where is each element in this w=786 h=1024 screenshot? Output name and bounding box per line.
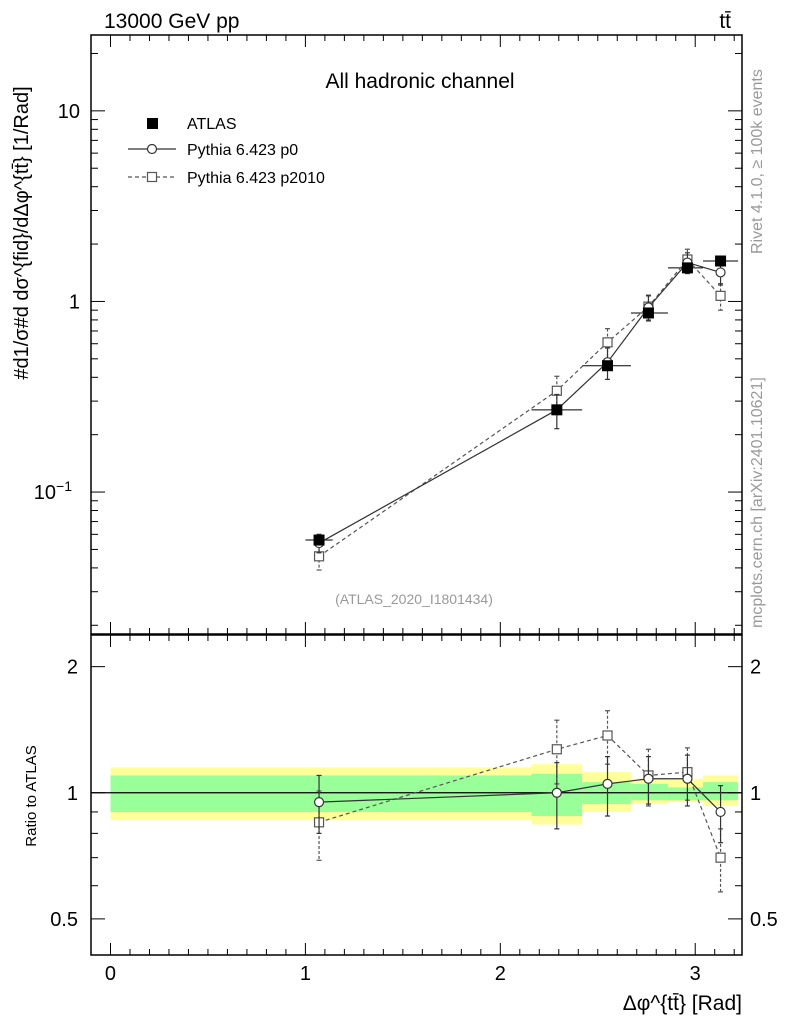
atlas-point bbox=[551, 404, 563, 416]
ratio-y-axis-label: Ratio to ATLAS bbox=[23, 745, 40, 846]
main-plot-frame bbox=[90, 34, 743, 635]
ratio-plot-frame bbox=[90, 634, 743, 956]
ratio-x-tick-label: 0 bbox=[105, 963, 116, 985]
legend-marker-atlas bbox=[147, 118, 158, 129]
legend-marker-p0 bbox=[146, 143, 158, 155]
mcplots-label: mcplots.cern.ch [arXiv:2401.10621] bbox=[749, 377, 766, 628]
ratio-p0-point bbox=[602, 778, 613, 789]
ratio-y-tick-label-right: 0.5 bbox=[750, 909, 778, 931]
ratio-plot-panel: 0 1 2 3 0.5 0.5 1 1 2 2 Ratio to ATLAS Δφ^{tt̄} [… bbox=[23, 634, 778, 1015]
ratio-y-tick-label: 1 bbox=[67, 783, 78, 805]
main-y-axis-label: #d1/σ#d dσ^{fid}/dΔφ^{tt̄} [1/Rad] bbox=[11, 86, 33, 379]
ratio-p0-point bbox=[643, 773, 654, 784]
main-y-tick-label: 1 bbox=[69, 291, 80, 313]
main-plot-panel: 10−1 1 10 All hadronic channel (ATLAS_2020… bbox=[11, 34, 743, 635]
analysis-tag: (ATLAS_2020_I1801434) bbox=[335, 591, 493, 607]
ratio-uncertainty-inner bbox=[667, 787, 704, 801]
ratio-p2010-point bbox=[602, 730, 613, 741]
main-y-tick-label: 10−1 bbox=[34, 478, 72, 504]
ratio-p2010-point bbox=[551, 744, 562, 755]
legend-label-p2010: Pythia 6.423 p2010 bbox=[187, 170, 325, 187]
ratio-y-tick-label-right: 1 bbox=[750, 783, 761, 805]
atlas-point bbox=[602, 360, 614, 372]
main-plot-title: All hadronic channel bbox=[325, 70, 514, 93]
x-axis-label: Δφ^{tt̄} [Rad] bbox=[623, 992, 742, 1015]
p2010-line bbox=[318, 258, 722, 557]
ratio-y-tick-label-right: 2 bbox=[750, 657, 761, 679]
p0-line bbox=[318, 261, 721, 544]
ratio-p0-point bbox=[551, 787, 562, 798]
legend-label-atlas: ATLAS bbox=[187, 116, 237, 133]
ratio-p0-point bbox=[682, 773, 693, 784]
atlas-point bbox=[681, 262, 693, 274]
process-label: tt̄ bbox=[719, 10, 731, 33]
ratio-x-tick-label: 3 bbox=[690, 963, 701, 985]
ratio-uncertainty-inner bbox=[630, 783, 668, 801]
ratio-x-tick-label: 2 bbox=[495, 963, 506, 985]
ratio-y-tick-label: 2 bbox=[67, 657, 78, 679]
legend-marker-p2010 bbox=[146, 171, 158, 183]
ratio-p0-point bbox=[313, 797, 325, 808]
atlas-point bbox=[313, 534, 325, 546]
energy-label: 13000 GeV pp bbox=[104, 10, 239, 33]
p0-point bbox=[715, 267, 726, 278]
ratio-p2010-point bbox=[715, 852, 726, 863]
legend: ATLAS Pythia 6.423 p0 Pythia 6.423 p2010 bbox=[128, 116, 325, 187]
ratio-p0-line bbox=[319, 778, 721, 813]
atlas-point bbox=[642, 307, 654, 319]
ratio-p2010-line bbox=[318, 734, 722, 858]
p2010-point bbox=[602, 337, 613, 348]
ratio-x-tick-label: 1 bbox=[300, 963, 311, 985]
main-y-tick-label: 10 bbox=[58, 101, 80, 123]
p2010-point bbox=[715, 290, 726, 301]
ratio-y-tick-label: 0.5 bbox=[50, 909, 78, 931]
atlas-point bbox=[715, 255, 727, 267]
ratio-p0-point bbox=[715, 806, 726, 818]
rivet-label: Rivet 4.1.0, ≥ 100k events bbox=[749, 69, 766, 254]
legend-label-p0: Pythia 6.423 p0 bbox=[187, 142, 298, 159]
